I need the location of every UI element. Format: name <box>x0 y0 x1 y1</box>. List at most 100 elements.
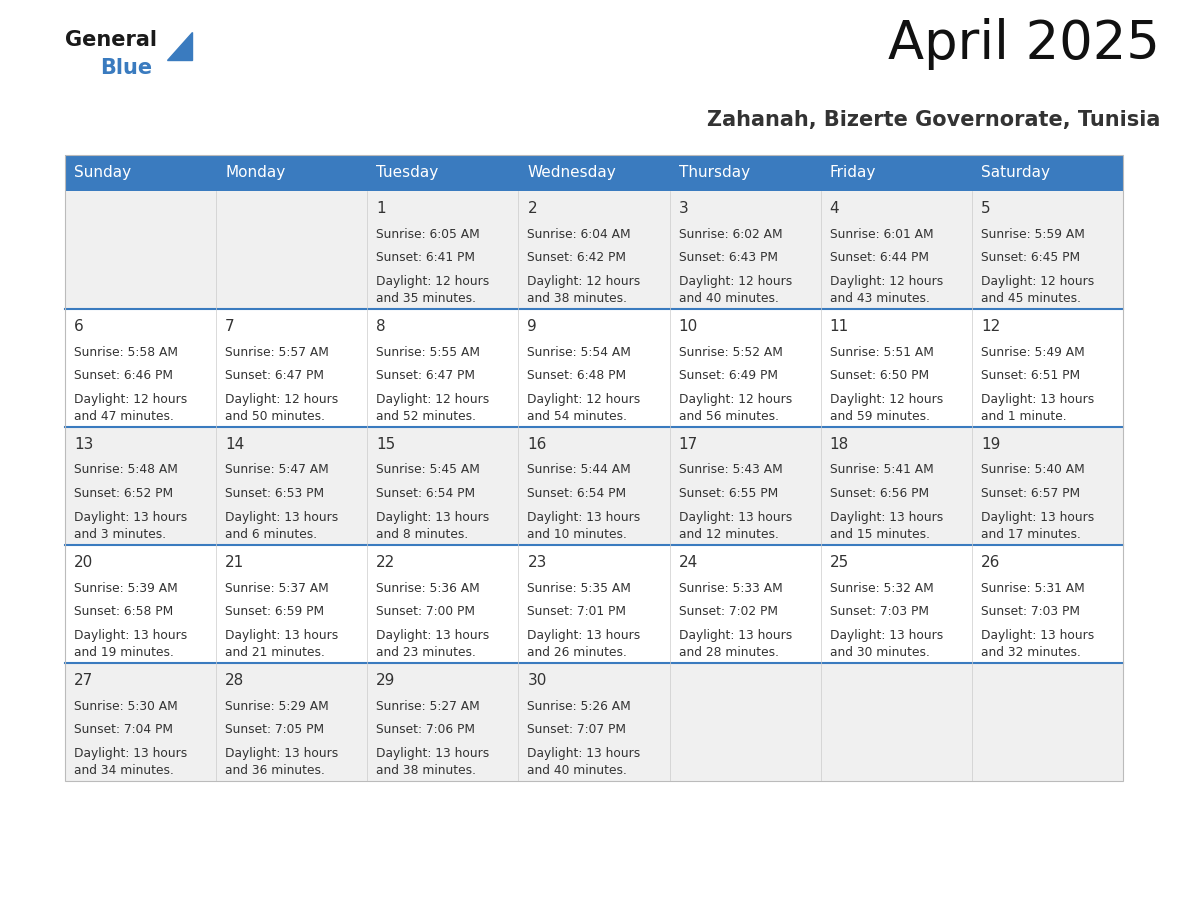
Text: Daylight: 13 hours
and 12 minutes.: Daylight: 13 hours and 12 minutes. <box>678 510 792 541</box>
Text: 9: 9 <box>527 319 537 334</box>
Text: Daylight: 13 hours
and 36 minutes.: Daylight: 13 hours and 36 minutes. <box>226 746 339 777</box>
Text: Daylight: 13 hours
and 15 minutes.: Daylight: 13 hours and 15 minutes. <box>829 510 943 541</box>
Text: Daylight: 12 hours
and 45 minutes.: Daylight: 12 hours and 45 minutes. <box>981 274 1094 305</box>
Text: Sunrise: 5:26 AM: Sunrise: 5:26 AM <box>527 700 631 712</box>
Text: Sunset: 6:49 PM: Sunset: 6:49 PM <box>678 369 778 382</box>
Text: Daylight: 13 hours
and 1 minute.: Daylight: 13 hours and 1 minute. <box>981 393 1094 422</box>
Text: 24: 24 <box>678 555 697 570</box>
Text: Sunset: 6:41 PM: Sunset: 6:41 PM <box>377 251 475 264</box>
Text: Sunset: 6:42 PM: Sunset: 6:42 PM <box>527 251 626 264</box>
Text: Sunset: 7:07 PM: Sunset: 7:07 PM <box>527 723 626 736</box>
Text: 14: 14 <box>226 437 245 452</box>
Text: Sunrise: 5:58 AM: Sunrise: 5:58 AM <box>74 345 178 359</box>
Text: 5: 5 <box>981 201 991 216</box>
Text: Sunrise: 5:39 AM: Sunrise: 5:39 AM <box>74 581 178 595</box>
Text: 29: 29 <box>377 673 396 688</box>
Text: Sunrise: 5:36 AM: Sunrise: 5:36 AM <box>377 581 480 595</box>
Text: Sunrise: 5:33 AM: Sunrise: 5:33 AM <box>678 581 783 595</box>
Text: Daylight: 13 hours
and 8 minutes.: Daylight: 13 hours and 8 minutes. <box>377 510 489 541</box>
Text: Sunset: 6:43 PM: Sunset: 6:43 PM <box>678 251 778 264</box>
Text: 7: 7 <box>226 319 235 334</box>
Bar <box>65 191 1123 309</box>
Text: Sunrise: 5:44 AM: Sunrise: 5:44 AM <box>527 464 631 476</box>
Text: Daylight: 12 hours
and 50 minutes.: Daylight: 12 hours and 50 minutes. <box>226 393 339 422</box>
Text: 19: 19 <box>981 437 1000 452</box>
Text: 22: 22 <box>377 555 396 570</box>
Text: Sunrise: 6:05 AM: Sunrise: 6:05 AM <box>377 228 480 241</box>
Text: Sunrise: 5:35 AM: Sunrise: 5:35 AM <box>527 581 631 595</box>
Text: Monday: Monday <box>226 165 285 181</box>
Text: Wednesday: Wednesday <box>527 165 617 181</box>
Text: 17: 17 <box>678 437 697 452</box>
Text: Sunrise: 5:48 AM: Sunrise: 5:48 AM <box>74 464 178 476</box>
Text: Sunset: 7:02 PM: Sunset: 7:02 PM <box>678 605 778 618</box>
Text: 27: 27 <box>74 673 93 688</box>
Text: Daylight: 13 hours
and 3 minutes.: Daylight: 13 hours and 3 minutes. <box>74 510 188 541</box>
Bar <box>65 427 1123 545</box>
Text: 13: 13 <box>74 437 94 452</box>
Text: Daylight: 12 hours
and 43 minutes.: Daylight: 12 hours and 43 minutes. <box>829 274 943 305</box>
Text: Sunrise: 5:55 AM: Sunrise: 5:55 AM <box>377 345 480 359</box>
Text: Sunset: 7:03 PM: Sunset: 7:03 PM <box>829 605 929 618</box>
Text: Sunset: 6:56 PM: Sunset: 6:56 PM <box>829 487 929 500</box>
Text: Sunset: 6:57 PM: Sunset: 6:57 PM <box>981 487 1080 500</box>
Text: Sunrise: 5:52 AM: Sunrise: 5:52 AM <box>678 345 783 359</box>
Text: Sunrise: 6:02 AM: Sunrise: 6:02 AM <box>678 228 782 241</box>
Text: Daylight: 13 hours
and 19 minutes.: Daylight: 13 hours and 19 minutes. <box>74 629 188 658</box>
Text: Sunrise: 5:45 AM: Sunrise: 5:45 AM <box>377 464 480 476</box>
Text: Daylight: 13 hours
and 10 minutes.: Daylight: 13 hours and 10 minutes. <box>527 510 640 541</box>
Text: Sunset: 6:59 PM: Sunset: 6:59 PM <box>226 605 324 618</box>
Text: Sunrise: 5:27 AM: Sunrise: 5:27 AM <box>377 700 480 712</box>
Text: Sunset: 6:45 PM: Sunset: 6:45 PM <box>981 251 1080 264</box>
Text: Daylight: 13 hours
and 21 minutes.: Daylight: 13 hours and 21 minutes. <box>226 629 339 658</box>
Text: 4: 4 <box>829 201 840 216</box>
Text: Sunrise: 5:30 AM: Sunrise: 5:30 AM <box>74 700 178 712</box>
Text: 18: 18 <box>829 437 849 452</box>
Text: 21: 21 <box>226 555 245 570</box>
Text: General: General <box>65 30 157 50</box>
Text: 26: 26 <box>981 555 1000 570</box>
Text: Sunset: 6:51 PM: Sunset: 6:51 PM <box>981 369 1080 382</box>
Text: Sunset: 6:47 PM: Sunset: 6:47 PM <box>226 369 324 382</box>
Text: Sunset: 6:48 PM: Sunset: 6:48 PM <box>527 369 626 382</box>
Text: April 2025: April 2025 <box>889 18 1159 70</box>
Text: 1: 1 <box>377 201 386 216</box>
Text: Sunset: 6:47 PM: Sunset: 6:47 PM <box>377 369 475 382</box>
Text: Sunrise: 6:01 AM: Sunrise: 6:01 AM <box>829 228 934 241</box>
Text: Sunrise: 5:29 AM: Sunrise: 5:29 AM <box>226 700 329 712</box>
Text: Tuesday: Tuesday <box>377 165 438 181</box>
Text: 15: 15 <box>377 437 396 452</box>
Text: 10: 10 <box>678 319 697 334</box>
Text: Daylight: 13 hours
and 28 minutes.: Daylight: 13 hours and 28 minutes. <box>678 629 792 658</box>
Text: Sunrise: 5:47 AM: Sunrise: 5:47 AM <box>226 464 329 476</box>
Text: Sunrise: 5:49 AM: Sunrise: 5:49 AM <box>981 345 1085 359</box>
Text: Sunset: 7:06 PM: Sunset: 7:06 PM <box>377 723 475 736</box>
Text: Daylight: 13 hours
and 26 minutes.: Daylight: 13 hours and 26 minutes. <box>527 629 640 658</box>
Text: Saturday: Saturday <box>981 165 1050 181</box>
Text: Daylight: 12 hours
and 38 minutes.: Daylight: 12 hours and 38 minutes. <box>527 274 640 305</box>
Text: Sunset: 6:55 PM: Sunset: 6:55 PM <box>678 487 778 500</box>
Text: Sunrise: 5:59 AM: Sunrise: 5:59 AM <box>981 228 1085 241</box>
Text: Sunrise: 5:57 AM: Sunrise: 5:57 AM <box>226 345 329 359</box>
Text: Sunrise: 5:32 AM: Sunrise: 5:32 AM <box>829 581 934 595</box>
Text: Daylight: 13 hours
and 17 minutes.: Daylight: 13 hours and 17 minutes. <box>981 510 1094 541</box>
Text: Sunset: 7:00 PM: Sunset: 7:00 PM <box>377 605 475 618</box>
Polygon shape <box>168 32 192 60</box>
Text: Sunset: 6:44 PM: Sunset: 6:44 PM <box>829 251 929 264</box>
Text: Sunrise: 5:37 AM: Sunrise: 5:37 AM <box>226 581 329 595</box>
Text: 16: 16 <box>527 437 546 452</box>
Text: Daylight: 12 hours
and 56 minutes.: Daylight: 12 hours and 56 minutes. <box>678 393 792 422</box>
Text: Thursday: Thursday <box>678 165 750 181</box>
Text: Sunrise: 5:31 AM: Sunrise: 5:31 AM <box>981 581 1085 595</box>
Text: Sunset: 7:03 PM: Sunset: 7:03 PM <box>981 605 1080 618</box>
Text: Sunset: 6:46 PM: Sunset: 6:46 PM <box>74 369 173 382</box>
Text: Sunset: 7:01 PM: Sunset: 7:01 PM <box>527 605 626 618</box>
Text: Sunset: 7:04 PM: Sunset: 7:04 PM <box>74 723 173 736</box>
Bar <box>65 663 1123 781</box>
Text: Daylight: 12 hours
and 59 minutes.: Daylight: 12 hours and 59 minutes. <box>829 393 943 422</box>
Text: 2: 2 <box>527 201 537 216</box>
Text: Sunset: 6:53 PM: Sunset: 6:53 PM <box>226 487 324 500</box>
Text: 28: 28 <box>226 673 245 688</box>
Text: Daylight: 12 hours
and 47 minutes.: Daylight: 12 hours and 47 minutes. <box>74 393 188 422</box>
Bar <box>65 545 1123 663</box>
